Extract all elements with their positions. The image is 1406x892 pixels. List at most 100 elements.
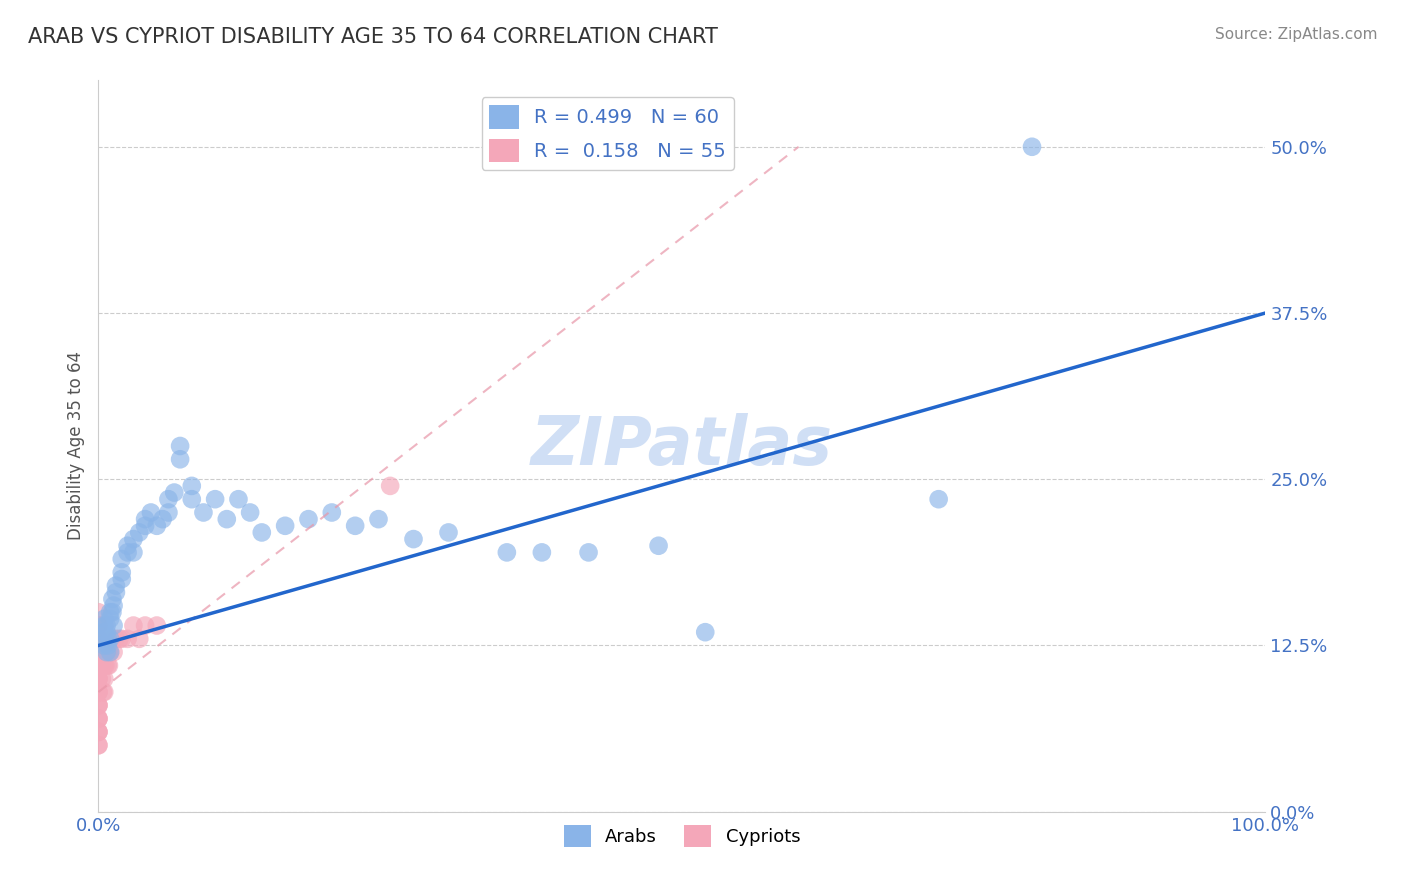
Point [101,591,124,606]
Point [117,539,139,553]
Point [122,545,145,559]
Point [97,632,120,646]
Point [128,632,150,646]
Point [93,685,115,699]
Point [87,618,110,632]
Point [239,506,262,520]
Point [157,506,180,520]
Point [87,672,110,686]
Point [87,685,110,699]
Point [87,712,110,726]
Point [93,618,115,632]
Point [250,525,273,540]
Point [97,639,120,653]
Point [647,539,669,553]
Point [297,512,319,526]
Point [87,632,110,646]
Point [87,645,110,659]
Point [104,579,127,593]
Point [87,725,110,739]
Point [97,658,120,673]
Point [163,485,186,500]
Point [87,712,110,726]
Point [134,512,156,526]
Point [93,658,115,673]
Point [111,552,134,566]
Point [87,698,110,713]
Point [93,639,115,653]
Point [111,632,134,646]
Point [103,645,125,659]
Point [98,632,121,646]
Point [90,658,112,673]
Point [93,632,115,646]
Point [103,618,125,632]
Point [87,645,110,659]
Point [98,645,121,659]
Point [93,612,115,626]
Point [928,492,950,507]
Point [111,566,134,580]
Point [695,625,717,640]
Point [87,605,110,619]
Point [93,625,115,640]
Point [367,512,389,526]
Point [117,632,139,646]
Point [87,738,110,752]
Point [122,532,145,546]
Point [146,618,169,632]
Point [193,506,215,520]
Point [94,645,117,659]
Point [134,618,156,632]
Point [215,512,238,526]
Point [180,492,202,507]
Point [321,506,343,520]
Point [94,658,117,673]
Point [169,452,191,467]
Point [87,698,110,713]
Point [96,618,118,632]
Point [98,605,121,619]
Point [402,532,425,546]
Point [87,672,110,686]
Point [204,492,226,507]
Point [117,545,139,559]
Point [97,645,120,659]
Point [96,625,118,640]
Point [437,525,460,540]
Point [87,725,110,739]
Point [98,612,121,626]
Point [87,738,110,752]
Point [101,632,124,646]
Text: Source: ZipAtlas.com: Source: ZipAtlas.com [1215,27,1378,42]
Point [87,698,110,713]
Legend: Arabs, Cypriots: Arabs, Cypriots [557,817,807,854]
Point [97,645,120,659]
Point [274,518,297,533]
Text: ARAB VS CYPRIOT DISABILITY AGE 35 TO 64 CORRELATION CHART: ARAB VS CYPRIOT DISABILITY AGE 35 TO 64 … [28,27,718,46]
Point [104,632,127,646]
Point [169,439,191,453]
Point [180,479,202,493]
Point [87,618,110,632]
Point [98,645,121,659]
Point [104,585,127,599]
Point [87,685,110,699]
Point [146,518,169,533]
Point [496,545,519,559]
Point [87,658,110,673]
Point [96,645,118,659]
Point [1021,140,1043,154]
Point [152,512,174,526]
Point [87,645,110,659]
Point [122,618,145,632]
Point [87,632,110,646]
Point [103,599,125,613]
Point [87,725,110,739]
Point [578,545,600,559]
Point [90,672,112,686]
Point [91,685,114,699]
Text: ZIPatlas: ZIPatlas [531,413,832,479]
Point [157,492,180,507]
Point [91,645,114,659]
